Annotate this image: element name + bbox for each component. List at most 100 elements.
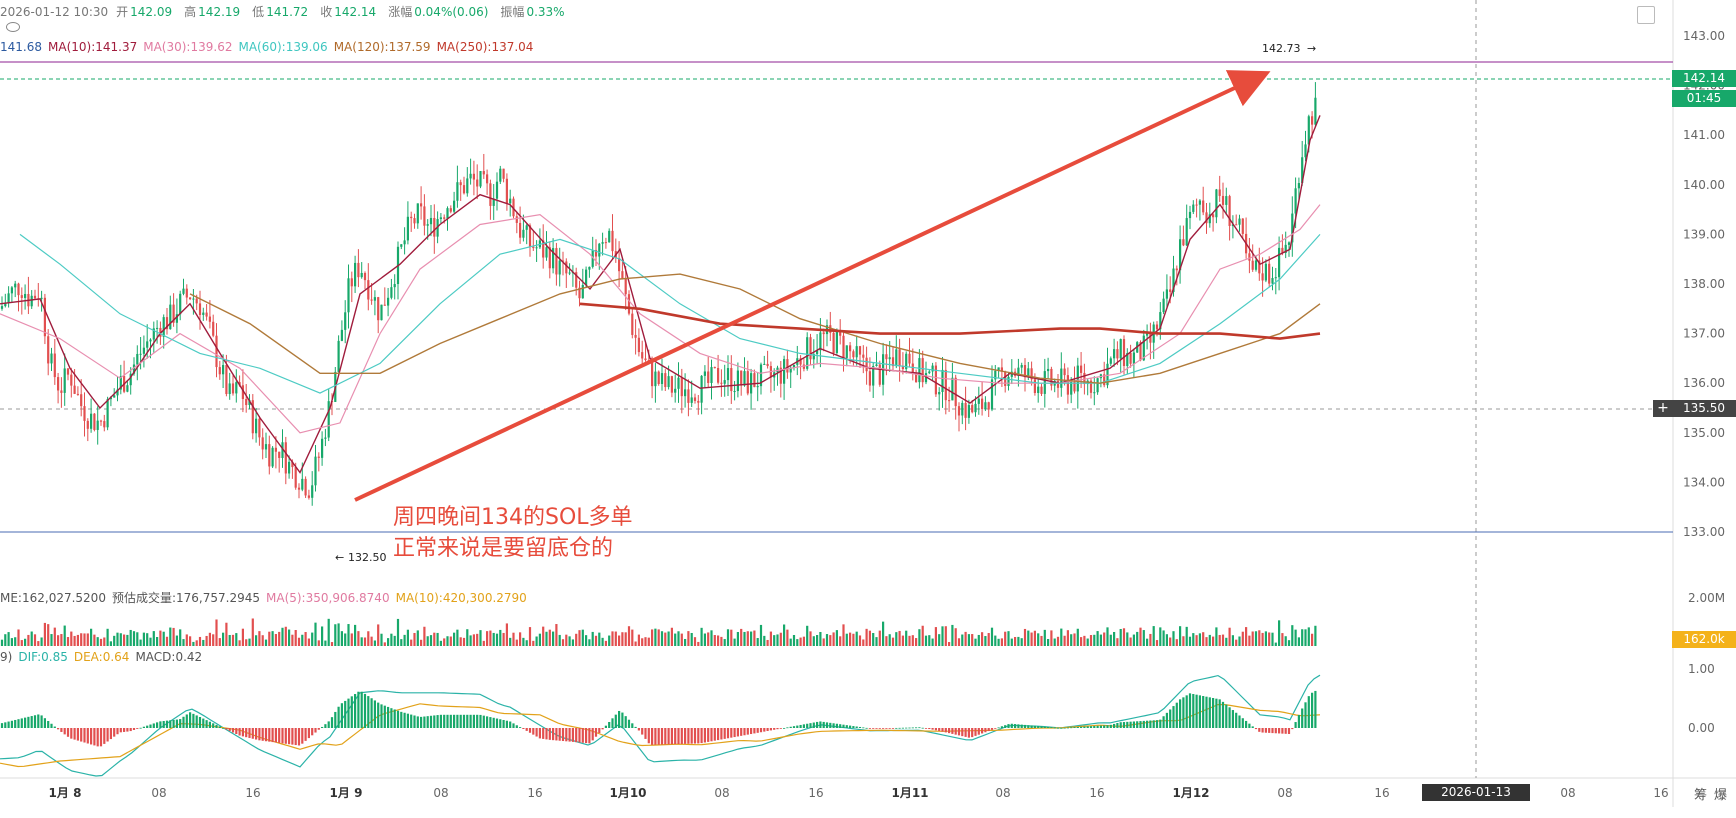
volume-bar <box>1073 633 1076 646</box>
macd-bar <box>786 727 789 729</box>
volume-bar <box>713 635 716 646</box>
volume-bar <box>753 630 756 646</box>
volume-bar <box>608 635 611 646</box>
candle-body <box>1218 189 1221 196</box>
volume-bar <box>1291 625 1294 646</box>
macd-bar <box>1056 727 1060 729</box>
candle-body <box>832 332 835 353</box>
macd-bar <box>769 728 772 731</box>
current-price-tag: 142.14 <box>1672 70 1736 87</box>
volume-bar <box>1033 630 1036 646</box>
ohlc-label: 高 <box>184 5 197 19</box>
volume-bar <box>47 624 50 646</box>
candle-body <box>505 178 508 204</box>
volume-bar <box>677 631 680 646</box>
volume-bar <box>294 630 297 646</box>
chip-icon[interactable]: 筹 <box>1694 788 1708 803</box>
volume-bar <box>241 628 244 646</box>
macd-bar <box>862 727 865 729</box>
candle-body <box>835 330 838 353</box>
macd-bar <box>693 728 697 744</box>
candle-body <box>783 359 786 384</box>
candle-body <box>377 297 380 321</box>
macd-bar <box>789 726 792 728</box>
macd-bar <box>222 727 225 729</box>
candle-body <box>218 367 221 375</box>
volume-bar <box>941 626 944 646</box>
candle-body <box>264 444 268 450</box>
volume-bar <box>1294 629 1297 646</box>
macd-bar <box>1301 708 1304 728</box>
volume-bar <box>657 629 660 646</box>
volume-bar <box>245 639 248 646</box>
candle-body <box>132 364 136 374</box>
macd-bar <box>60 728 63 732</box>
volume-bar <box>1311 633 1314 646</box>
candle-body <box>1235 224 1238 226</box>
trend-arrow[interactable] <box>354 70 1271 502</box>
eye-icon[interactable] <box>6 22 20 32</box>
candle-body <box>743 371 746 386</box>
time-tick-label: 08 <box>995 786 1010 800</box>
macd-bar <box>670 728 673 745</box>
ohlc-item: 振幅 0.33% <box>500 5 570 19</box>
price-tick-label: 138.00 <box>1683 277 1725 291</box>
candle-body <box>446 208 449 219</box>
candle-body <box>1287 242 1291 245</box>
macd-bar <box>842 724 845 728</box>
liquidation-icon[interactable]: 爆 <box>1714 788 1728 803</box>
macd-bar <box>1113 723 1116 728</box>
macd-bar <box>898 727 901 729</box>
macd-bar <box>476 714 479 728</box>
volume-bar <box>816 635 819 646</box>
candle-body <box>555 248 558 275</box>
candle-body <box>545 247 548 258</box>
candle-body <box>779 367 782 384</box>
volume-bar <box>185 634 188 646</box>
volume-bar <box>575 633 578 646</box>
candle-body <box>898 349 901 367</box>
expand-icon[interactable] <box>1637 6 1655 24</box>
volume-bar <box>53 627 56 646</box>
volume-bar <box>248 638 251 646</box>
volume-bar <box>195 640 198 646</box>
volume-bar <box>222 632 225 646</box>
volume-bar <box>367 631 370 646</box>
volume-bar <box>172 627 175 646</box>
candle-body <box>723 380 726 384</box>
macd-bar <box>598 728 601 734</box>
annotation-text[interactable]: 周四晚间134的SOL多单 正常来说是要留底仓的 <box>393 502 633 564</box>
macd-bar <box>647 728 650 744</box>
macd-bar <box>24 717 27 728</box>
macd-bar <box>472 714 475 728</box>
candle-body <box>344 312 347 330</box>
volume-bar <box>1056 636 1060 646</box>
volume-bar <box>806 625 809 646</box>
volume-bar <box>911 635 914 646</box>
volume-bar <box>443 638 446 646</box>
volume-bar <box>611 631 614 646</box>
add-line-icon[interactable]: + <box>1653 400 1673 417</box>
volume-bar <box>324 640 327 646</box>
macd-bar <box>1215 698 1218 728</box>
candle-body <box>717 368 720 383</box>
macd-bar <box>1192 694 1195 728</box>
volume-bar <box>621 632 624 646</box>
candle-body <box>1050 368 1053 386</box>
macd-bar <box>905 727 908 729</box>
macd-bar <box>792 726 796 728</box>
volume-bar <box>1195 635 1198 646</box>
volume-bar <box>1208 634 1211 646</box>
candle-body <box>726 368 730 381</box>
macd-bar <box>888 728 891 729</box>
volume-bar <box>406 629 409 646</box>
macd-bar <box>948 728 951 734</box>
volume-bar <box>383 642 386 646</box>
candle-body <box>1221 195 1225 205</box>
volume-bar <box>552 631 555 646</box>
macd-bar <box>1050 727 1053 729</box>
candle-body <box>1291 213 1294 243</box>
candle-body <box>1155 324 1159 330</box>
macd-bar <box>106 728 109 742</box>
